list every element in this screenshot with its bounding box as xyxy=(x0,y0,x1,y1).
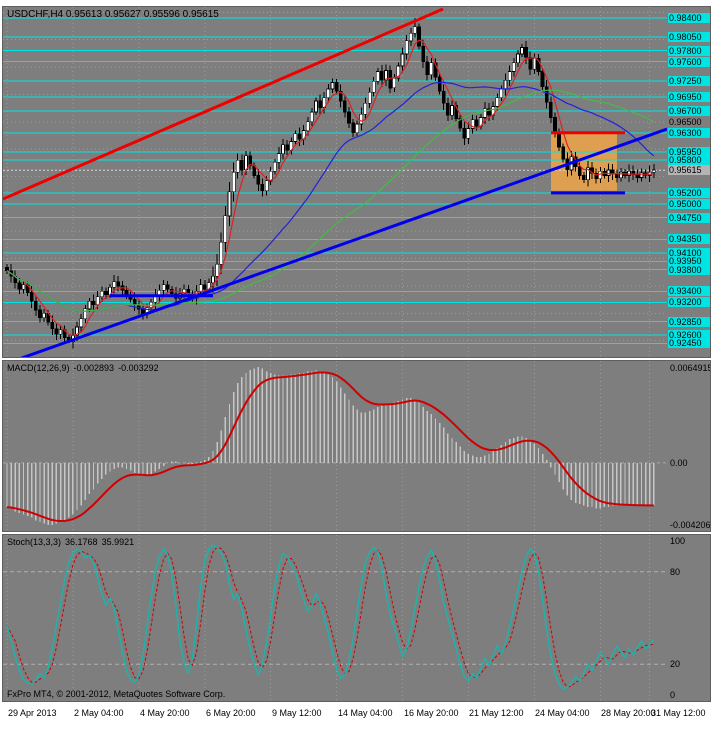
price-level-label: 0.92600 xyxy=(668,330,710,340)
macd-plot[interactable] xyxy=(3,361,667,531)
current-price-label: 0.95615 xyxy=(668,165,710,175)
price-plot[interactable] xyxy=(3,7,667,357)
ohlc-readout: USDCHF,H4 0.95613 0.95627 0.95596 0.9561… xyxy=(7,9,219,20)
price-level-label: 0.94750 xyxy=(668,213,710,223)
stoch-value-d: 35.9921 xyxy=(101,537,135,547)
time-axis-label: 28 May 20:00 xyxy=(601,708,656,718)
price-level-label: 0.93950 xyxy=(668,256,710,266)
macd-signal-line xyxy=(6,371,654,522)
time-axis-label: 16 May 20:00 xyxy=(404,708,459,718)
macd-value-signal: -0.003292 xyxy=(118,363,159,373)
stochastic-plot[interactable] xyxy=(3,535,667,701)
macd-scale-min: -0.0042065 xyxy=(670,520,711,530)
moving-average-5 xyxy=(6,39,654,337)
stoch-scale-80: 80 xyxy=(670,567,681,577)
price-level-label: 0.93400 xyxy=(668,286,710,296)
stoch-k-line xyxy=(6,544,655,690)
moving-average-30 xyxy=(6,81,655,312)
price-level-label: 0.98400 xyxy=(668,13,710,23)
macd-readout: MACD(12,26,9) -0.002893 -0.003292 xyxy=(7,363,163,373)
stoch-scale-100: 100 xyxy=(670,536,686,546)
price-level-label: 0.96700 xyxy=(668,106,710,116)
price-level-label: 0.95000 xyxy=(668,199,710,209)
time-axis: 29 Apr 2013 2 May 04:00 4 May 20:00 6 May 2… xyxy=(2,702,711,728)
macd-histogram xyxy=(6,366,655,525)
time-axis-label: 31 May 12:00 xyxy=(651,708,706,718)
price-level-label: 0.92850 xyxy=(668,317,710,327)
macd-scale-max: 0.0064915 xyxy=(670,363,711,373)
stochastic-panel: Stoch(13,3,3) 36.1768 35.9921 100 80 20 0 … xyxy=(2,534,711,702)
price-level-label: 0.95950 xyxy=(668,147,710,157)
price-level-label: 0.96950 xyxy=(668,92,710,102)
moving-average-60 xyxy=(6,89,655,312)
trendline-1 xyxy=(20,127,667,357)
price-level-label: 0.93200 xyxy=(668,297,710,307)
price-chart-panel: USDCHF,H4 0.95613 0.95627 0.95596 0.9561… xyxy=(2,6,711,358)
trendline-0 xyxy=(3,7,444,201)
time-axis-label: 21 May 12:00 xyxy=(469,708,524,718)
price-level-label: 0.98050 xyxy=(668,32,710,42)
stoch-label: Stoch(13,3,3) xyxy=(7,537,62,547)
macd-scale-zero: 0.00 xyxy=(670,458,688,468)
time-axis-label: 24 May 04:00 xyxy=(535,708,590,718)
macd-label: MACD(12,26,9) xyxy=(7,363,70,373)
price-level-label: 0.92450 xyxy=(668,338,710,348)
price-level-label: 0.96300 xyxy=(668,128,710,138)
price-level-label: 0.95200 xyxy=(668,188,710,198)
price-level-label: 0.93800 xyxy=(668,265,710,275)
copyright-text: FxPro MT4, © 2001-2012, MetaQuotes Softw… xyxy=(7,689,226,699)
time-axis-label: 6 May 20:00 xyxy=(206,708,256,718)
time-axis-label: 29 Apr 2013 xyxy=(8,708,57,718)
stoch-value-k: 36.1768 xyxy=(65,537,98,547)
macd-panel: MACD(12,26,9) -0.002893 -0.003292 0.006491… xyxy=(2,360,711,532)
stoch-d-line xyxy=(6,546,654,688)
price-level-label: 0.97600 xyxy=(668,57,710,67)
time-axis-label: 14 May 04:00 xyxy=(338,708,393,718)
time-axis-label: 4 May 20:00 xyxy=(140,708,190,718)
time-axis-label: 2 May 04:00 xyxy=(74,708,124,718)
stochastic-readout: Stoch(13,3,3) 36.1768 35.9921 xyxy=(7,537,138,547)
time-axis-label: 9 May 12:00 xyxy=(272,708,322,718)
stoch-scale-0: 0 xyxy=(670,690,676,700)
price-level-label: 0.97250 xyxy=(668,76,710,86)
price-level-label: 0.97800 xyxy=(668,46,710,56)
macd-value-main: -0.002893 xyxy=(73,363,115,373)
price-level-label: 0.94100 xyxy=(668,248,710,258)
price-scale-tick: 0.96500 xyxy=(669,117,702,127)
price-level-label: 0.95800 xyxy=(668,155,710,165)
price-level-label: 0.94350 xyxy=(668,234,710,244)
stoch-scale-20: 20 xyxy=(670,659,681,669)
